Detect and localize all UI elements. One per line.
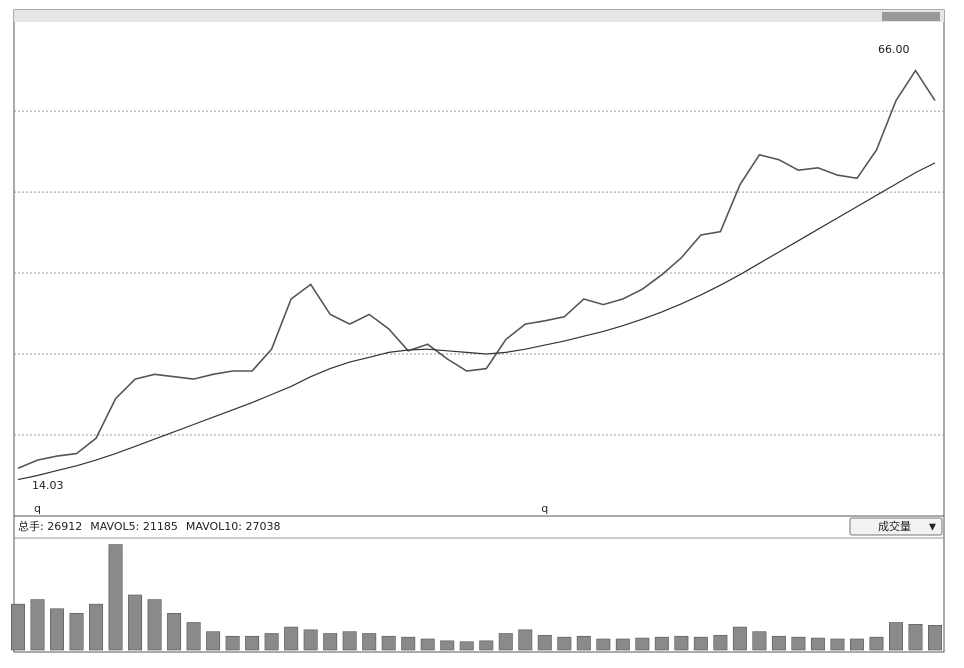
volume-bar: [50, 608, 65, 651]
volume-header: 总手: 26912: [18, 519, 82, 533]
volume-bar: [420, 638, 435, 651]
volume-bar: [752, 631, 767, 651]
volume-bar: [167, 613, 182, 651]
volume-bar: [225, 635, 240, 651]
price-annotation: 14.03: [32, 479, 64, 492]
volume-bar: [537, 635, 552, 651]
volume-bar: [771, 635, 786, 651]
volume-bar: [888, 622, 903, 651]
volume-bar: [206, 631, 221, 651]
volume-bar: [713, 635, 728, 651]
volume-bar: [479, 640, 494, 651]
volume-bar: [615, 638, 630, 651]
volume-bar: [576, 635, 591, 651]
volume-bar: [284, 626, 299, 651]
volume-bar: [810, 637, 825, 651]
volume-bar: [264, 633, 279, 651]
header-buttons: [882, 12, 940, 21]
price-panel: 66.00 14.03 q q: [14, 43, 944, 515]
volume-bar: [381, 635, 396, 651]
volume-bar: [928, 625, 942, 651]
volume-bar: [30, 599, 45, 651]
volume-bar: [440, 640, 455, 651]
volume-bar: [732, 626, 747, 651]
volume-bar: [596, 638, 611, 651]
volume-bar: [791, 636, 806, 651]
volume-bar: [869, 636, 884, 651]
volume-bar: [362, 633, 377, 651]
frame: [13, 9, 945, 653]
volume-bar: [654, 636, 669, 651]
marker: q: [34, 502, 41, 515]
volume-bar: [147, 599, 162, 651]
dropdown-arrow[interactable]: ▼: [929, 523, 936, 533]
volume-bar: [108, 544, 123, 651]
volume-bar: [342, 631, 357, 651]
volume-bar: [186, 622, 201, 651]
volume-bar: [693, 636, 708, 651]
volume-bar: [518, 629, 533, 651]
indicator-selector-label[interactable]: 成交量: [878, 519, 911, 533]
volume-bar: [69, 613, 84, 651]
header-strip: [14, 10, 944, 22]
volume-bar: [498, 633, 513, 651]
volume-header: MAVOL5: 21185: [90, 520, 178, 533]
marker: q: [541, 502, 548, 515]
volume-bar: [11, 603, 25, 651]
volume-bar: [849, 638, 864, 651]
volume-bar: [128, 594, 143, 651]
volume-bar: [557, 636, 572, 651]
volume-bar: [830, 638, 845, 651]
volume-header: MAVOL10: 27038: [186, 520, 281, 533]
volume-bar: [401, 636, 416, 651]
series-line: [17, 69, 936, 469]
volume-bar: [323, 633, 338, 651]
price-annotation: 66.00: [878, 43, 910, 56]
volume-bar: [245, 635, 260, 651]
volume-panel: 总手: 26912 MAVOL5: 21185 MAVOL10: 27038: [11, 519, 942, 651]
volume-bar: [459, 641, 474, 651]
volume-bar: [303, 629, 318, 651]
volume-bar: [674, 635, 689, 651]
volume-bar: [635, 637, 650, 651]
volume-bar: [89, 603, 104, 651]
volume-bar: [908, 624, 923, 651]
indicator-selector[interactable]: [849, 517, 943, 536]
series-line: [17, 162, 936, 481]
